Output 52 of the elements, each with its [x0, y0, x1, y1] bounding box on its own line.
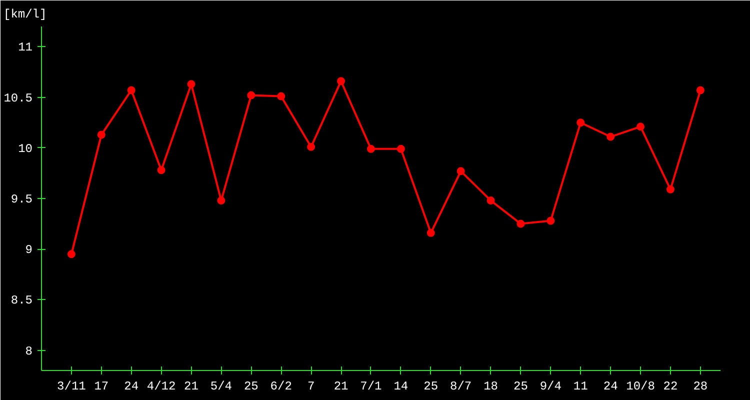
x-tick-label: 25 — [244, 380, 258, 394]
x-tick-label: 7 — [307, 380, 315, 394]
x-tick-label: 6/2 — [270, 380, 292, 394]
x-tick-label: 28 — [693, 380, 708, 394]
point — [277, 92, 286, 100]
y-tick-label: 10.5 — [4, 91, 33, 106]
point — [247, 91, 256, 100]
x-tick-label: 7/1 — [360, 380, 382, 394]
x-tick-label: 25 — [424, 380, 438, 394]
x-tick-label: 8/7 — [450, 380, 472, 394]
x-tick-label: 21 — [334, 380, 348, 394]
point — [337, 77, 346, 86]
x-tick-label: 9/4 — [540, 380, 562, 394]
x-tick-label: 24 — [603, 380, 618, 394]
x-tick-label: 14 — [394, 380, 408, 394]
y-tick-label: 11 — [18, 40, 33, 55]
point — [97, 130, 106, 139]
y-axis-title: [km/l] — [4, 8, 47, 22]
point — [127, 86, 136, 94]
y-tick-label: 9 — [25, 243, 32, 258]
y-tick-label: 9.5 — [10, 192, 33, 206]
x-tick-label: 5/4 — [210, 380, 232, 394]
x-tick-label: 17 — [94, 380, 109, 394]
x-tick-label: 18 — [484, 380, 498, 394]
x-tick-label: 24 — [124, 380, 139, 394]
x-tick-label: 10/8 — [626, 380, 655, 394]
point — [486, 196, 495, 205]
y-tick-label: 8 — [25, 344, 32, 358]
point — [396, 144, 405, 153]
y-tick-label: 8.5 — [10, 294, 33, 308]
point — [636, 122, 645, 131]
x-tick-label: 4/12 — [146, 380, 176, 394]
point — [157, 166, 166, 174]
point — [456, 167, 465, 176]
point — [426, 228, 435, 237]
point — [666, 185, 674, 194]
x-tick-label: 21 — [184, 380, 198, 394]
point — [67, 250, 76, 258]
x-tick-label: 22 — [663, 380, 678, 394]
point — [576, 118, 585, 127]
point — [516, 220, 525, 228]
x-tick-label: 3/11 — [57, 380, 86, 394]
point — [217, 196, 226, 205]
point — [606, 132, 615, 141]
point — [696, 86, 704, 94]
x-tick-label: 11 — [573, 380, 588, 394]
point — [546, 216, 555, 225]
y-tick-label: 10 — [18, 142, 33, 156]
point — [187, 80, 196, 88]
point — [366, 144, 375, 153]
x-tick-label: 25 — [514, 380, 528, 394]
point — [307, 142, 316, 151]
